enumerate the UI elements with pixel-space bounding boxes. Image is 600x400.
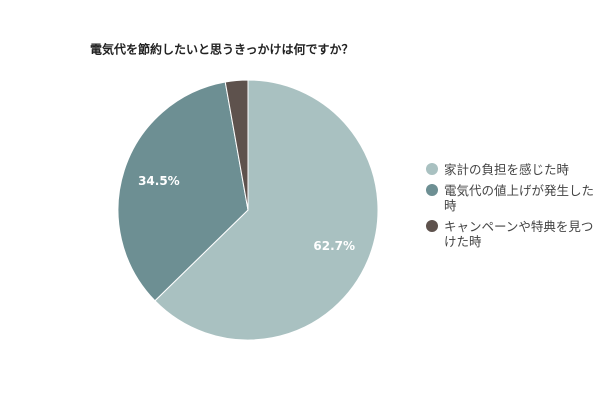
legend: 家計の負担を感じた時電気代の値上げが発生した時 キャンペーンや特典を見つけた時 [426,162,600,255]
legend-item: キャンペーンや特典を見つけた時 [426,219,600,249]
legend-label: キャンペーンや特典を見つけた時 [444,219,594,249]
legend-marker [426,163,438,175]
legend-marker [426,220,438,232]
data-label: 34.5% [138,174,180,188]
legend-marker [426,184,438,196]
data-label: 62.7% [313,239,355,253]
chart-title: 電気代を節約したいと思うきっかけは何ですか？ [90,42,354,57]
pie-slice [117,81,249,302]
pie-slice [154,79,379,341]
legend-item: 電気代の値上げが発生した時 [426,183,600,213]
legend-label: 家計の負担を感じた時 [444,162,570,177]
pie-slice [224,79,249,211]
legend-label: 電気代の値上げが発生した時 [444,183,595,213]
legend-item: 家計の負担を感じた時 [426,162,600,177]
